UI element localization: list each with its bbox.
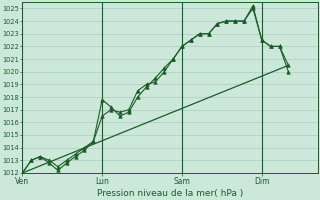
X-axis label: Pression niveau de la mer( hPa ): Pression niveau de la mer( hPa ) [97,189,243,198]
